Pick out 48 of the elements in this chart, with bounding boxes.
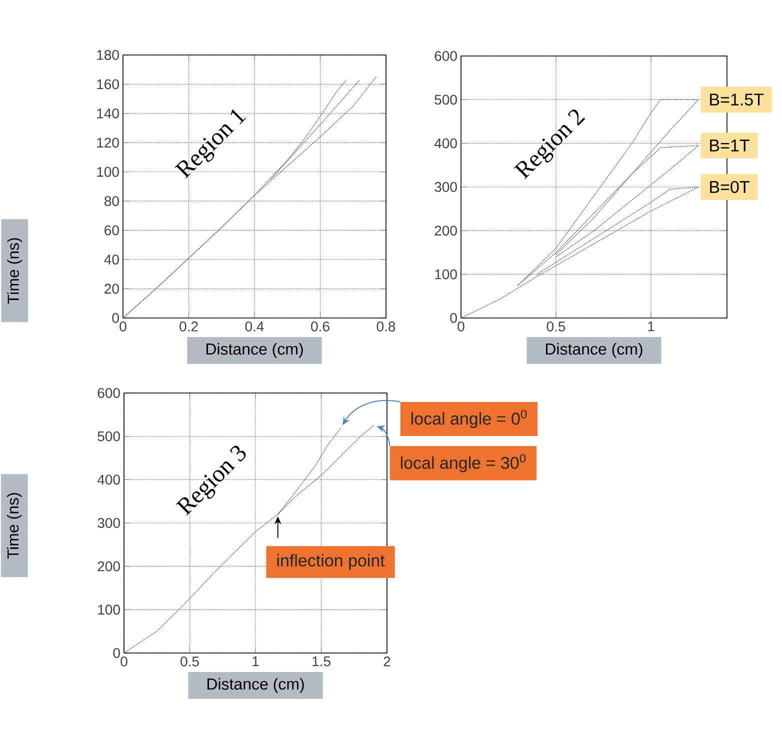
- annotation: inflection point: [277, 554, 385, 570]
- x-tick-label: 0.6: [311, 322, 330, 332]
- x-tick-label: 0.8: [376, 322, 396, 332]
- annotation: B=1T: [710, 140, 750, 152]
- x-axis-title: Distance (cm): [546, 342, 642, 358]
- y-tick-label: 100: [97, 166, 119, 177]
- x-tick-label: 1: [648, 322, 654, 332]
- y-tick-label: 120: [97, 138, 119, 148]
- x-tick-label: 0: [120, 656, 128, 666]
- y-axis-title: Time (ns): [7, 238, 22, 304]
- y-tick-label: 20: [104, 284, 119, 294]
- y-tick-label: 0: [450, 313, 457, 323]
- y-axis-title: Time (ns): [6, 493, 22, 559]
- y-tick-label: 40: [104, 254, 119, 265]
- x-tick-label: 0: [458, 322, 464, 332]
- x-tick-label: 2: [384, 656, 390, 666]
- x-axis-title: Distance (cm): [207, 678, 304, 693]
- x-axis-title: Distance (cm): [206, 342, 303, 358]
- x-tick-label: 0.5: [546, 322, 566, 332]
- y-tick-label: 500: [434, 94, 457, 105]
- x-tick-label: 0: [120, 322, 126, 332]
- y-tick-label: 0: [113, 648, 120, 658]
- x-tick-label: 0.5: [180, 656, 199, 666]
- y-tick-label: 200: [98, 561, 120, 572]
- y-tick-label: 100: [98, 604, 120, 615]
- y-tick-label: 400: [434, 138, 457, 148]
- x-tick-label: 0.2: [180, 322, 198, 332]
- y-tick-label: 600: [434, 51, 457, 61]
- y-tick-label: 80: [104, 196, 119, 206]
- y-tick-label: 500: [98, 431, 120, 442]
- y-tick-label: 180: [97, 50, 119, 60]
- annotation: local angle = 30$^{0}$: [400, 454, 526, 472]
- y-tick-label: 60: [104, 225, 119, 236]
- y-tick-label: 0: [112, 313, 119, 323]
- x-tick-label: 1.5: [312, 656, 330, 666]
- annotation: B=1.5T: [710, 94, 764, 106]
- x-tick-label: 0.4: [245, 322, 264, 332]
- y-tick-label: 400: [97, 474, 120, 485]
- y-tick-label: 140: [97, 108, 119, 118]
- x-tick-label: 1: [252, 656, 259, 666]
- y-tick-label: 100: [435, 269, 457, 280]
- y-tick-label: 300: [98, 518, 120, 528]
- y-tick-label: 300: [434, 182, 457, 192]
- y-tick-label: 160: [97, 79, 119, 90]
- annotation: B=0T: [710, 180, 750, 194]
- y-tick-label: 200: [434, 226, 457, 236]
- annotation: local angle = 0$^{0}$: [411, 410, 527, 428]
- y-tick-label: 600: [98, 388, 120, 398]
